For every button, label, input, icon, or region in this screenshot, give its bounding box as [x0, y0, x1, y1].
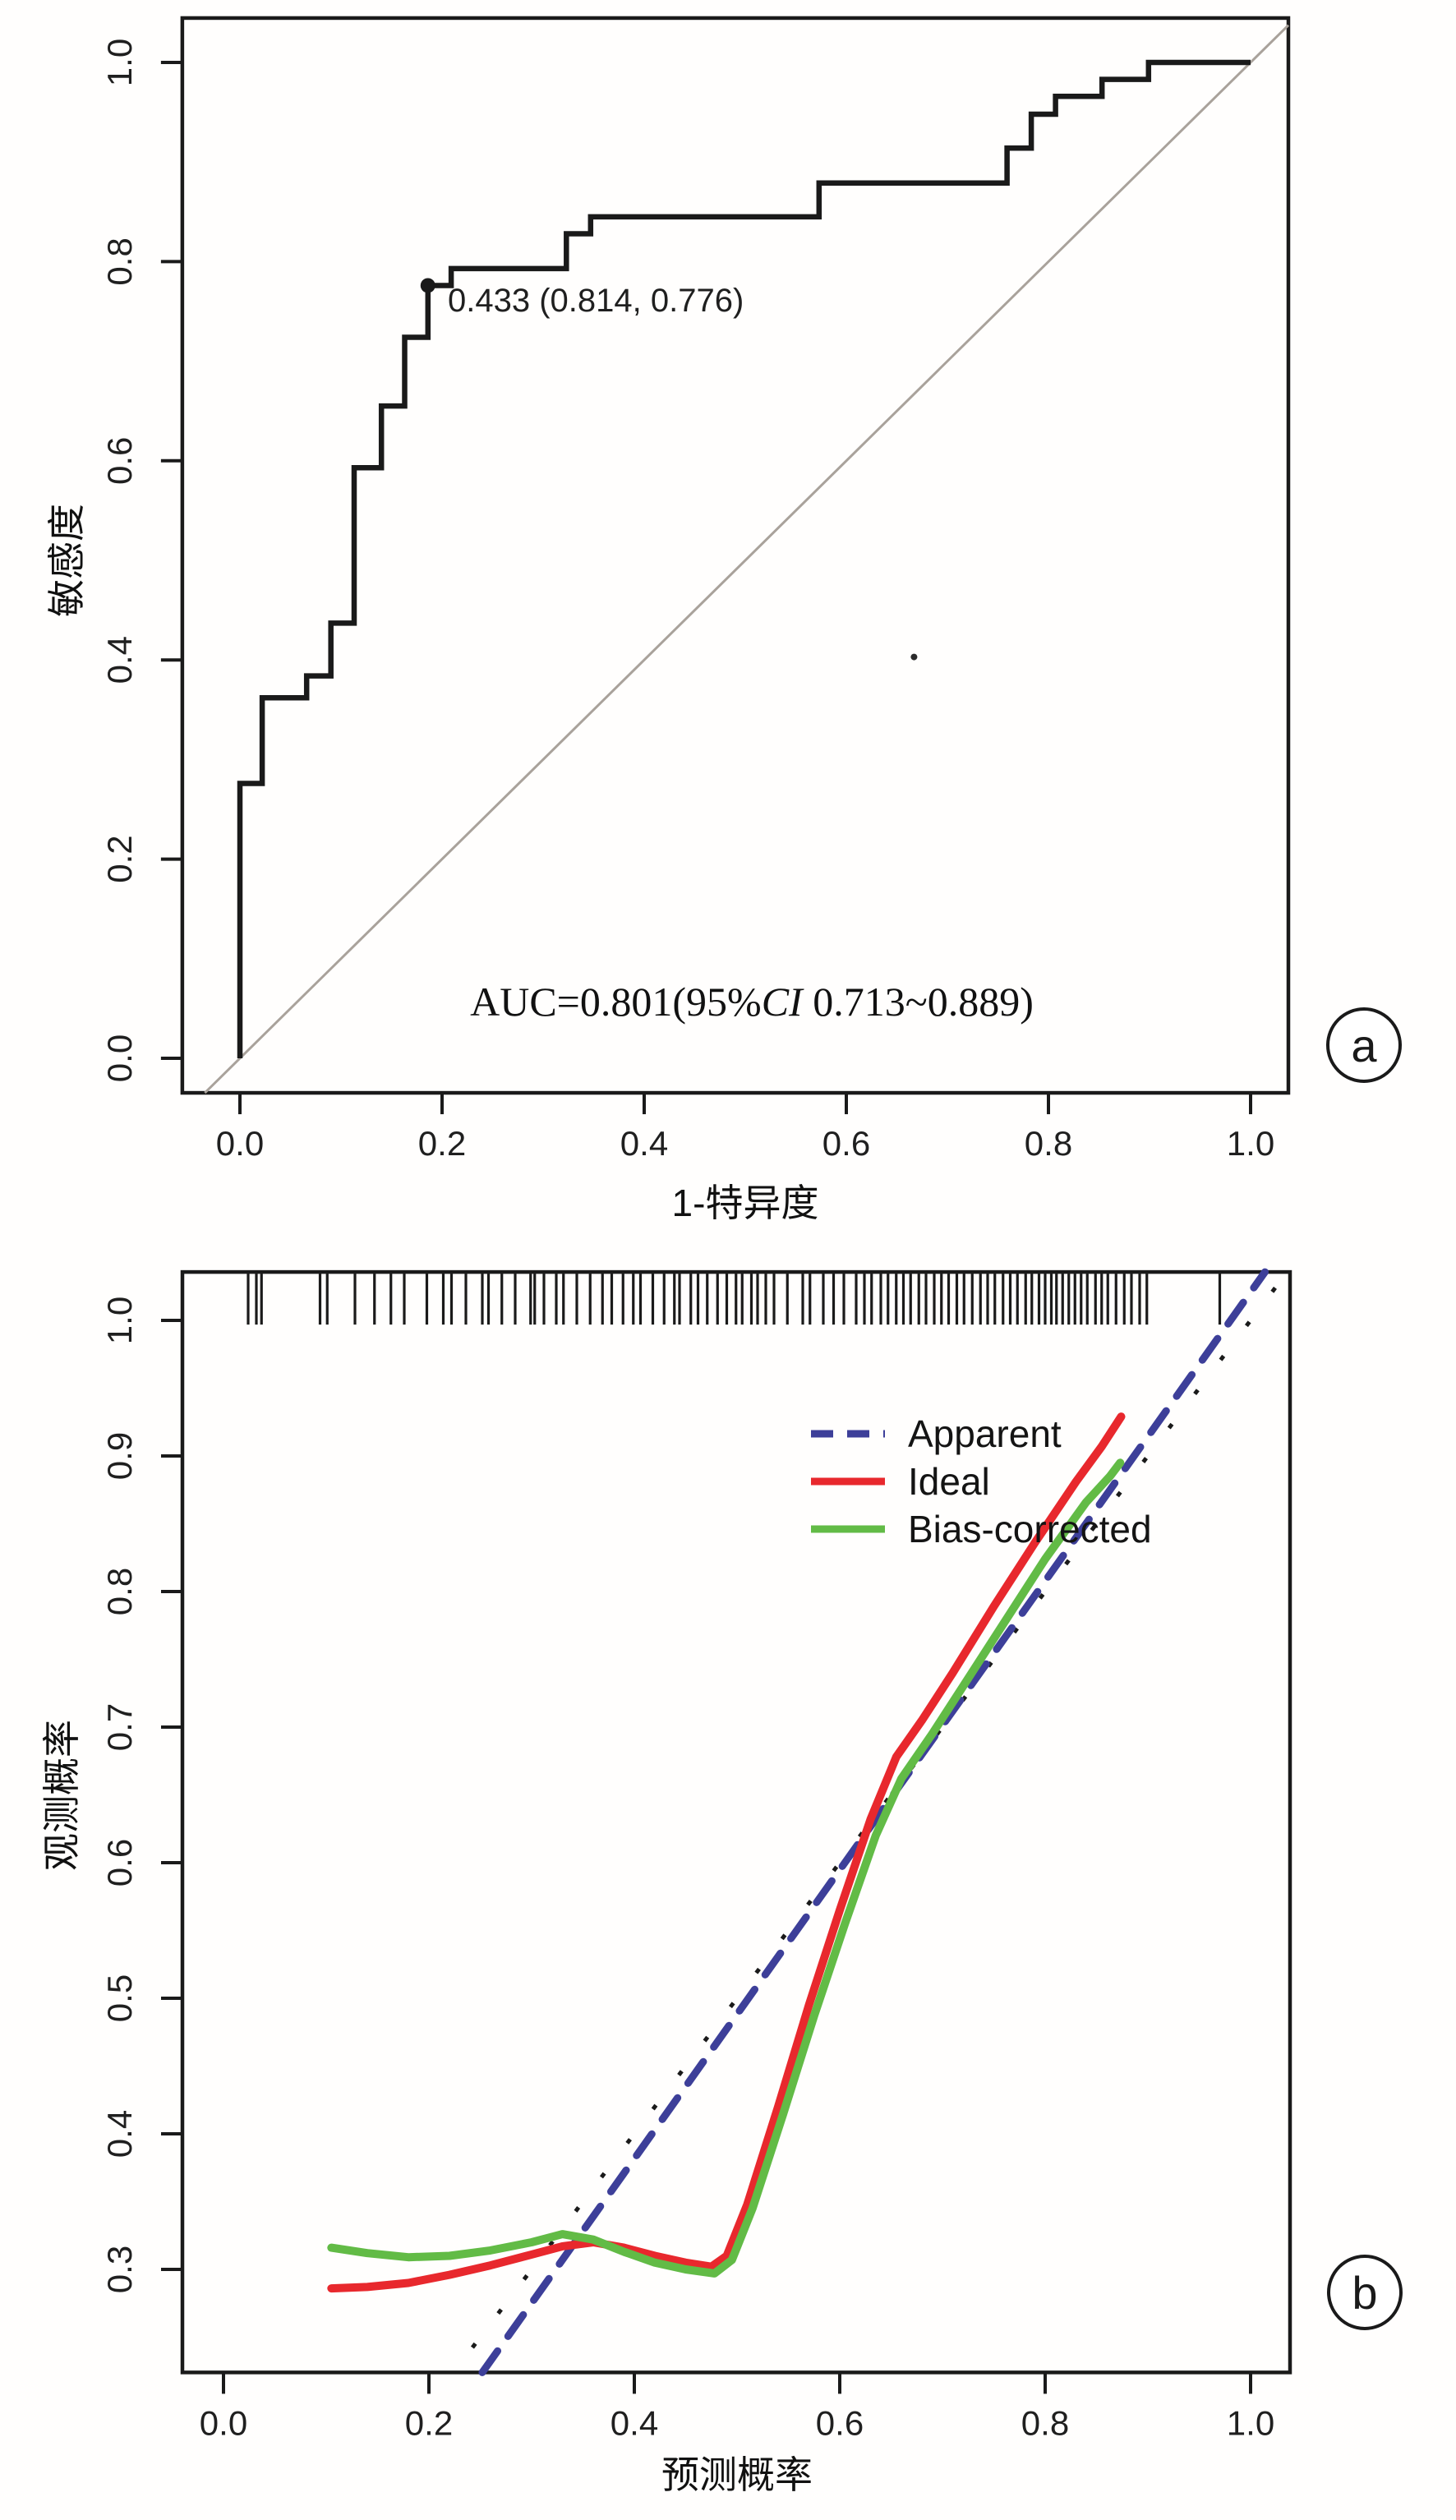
panel-a-y-tick-label: 1.0 — [100, 39, 139, 86]
legend-line-sample — [811, 1477, 885, 1486]
auc-suffix: 0.713~0.889) — [802, 979, 1034, 1025]
panel-a-y-tick-label: 0.0 — [100, 1034, 139, 1082]
panel-a-tag: a — [1326, 1007, 1402, 1083]
panel-a-frame — [180, 16, 1291, 1095]
panel-b-frame — [180, 1269, 1292, 2375]
panel-b-x-tick-label: 0.4 — [611, 2403, 658, 2442]
panel-a-xlabel: 1-特异度 — [671, 1182, 819, 1224]
auc-prefix: AUC=0.801(95% — [470, 979, 762, 1025]
panel-b-y-tick-label: 1.0 — [100, 1297, 139, 1344]
panel-b-y-tick-label: 0.9 — [100, 1432, 139, 1480]
legend: Apparent Ideal Bias-corrected — [809, 1410, 1152, 1553]
panel-a-ylabel: 敏感度 — [45, 504, 88, 617]
legend-label: Bias-corrected — [908, 1508, 1152, 1550]
panel-a-x-tick-label: 0.2 — [418, 1124, 466, 1163]
legend-row-ideal: Ideal — [809, 1458, 1152, 1505]
panel-b-y-tick-label: 0.3 — [100, 2246, 139, 2293]
roc-cutoff-dot — [420, 278, 435, 293]
panel-a-x-tick-label: 1.0 — [1227, 1124, 1274, 1163]
panel-b-y-tick-label: 0.6 — [100, 1839, 139, 1887]
panel-a-y-tick-label: 0.4 — [100, 636, 139, 684]
roc-cutoff-annotation: 0.433 (0.814, 0.776) — [448, 283, 744, 319]
panel-a-x-tick-label: 0.0 — [216, 1124, 264, 1163]
legend-line-sample — [811, 1525, 885, 1533]
panel-b-y-tick-label: 0.7 — [100, 1703, 139, 1751]
panel-b-y-tick-label: 0.5 — [100, 1974, 139, 2022]
panel-a-y-tick-label: 0.8 — [100, 237, 139, 285]
roc-curve — [237, 59, 1251, 1058]
reference-diagonal — [204, 24, 1290, 1094]
panel-a-y-tick-label: 0.6 — [100, 437, 139, 485]
panel-b-ylabel: 观测概率 — [40, 1720, 83, 1871]
panel-b-xlabel: 预测概率 — [661, 2453, 813, 2496]
legend-line-sample — [811, 1430, 885, 1438]
series-line-ideal — [327, 1412, 1126, 2293]
panel-b-x-tick-label: 0.0 — [200, 2403, 247, 2442]
legend-label: Apparent — [908, 1412, 1062, 1455]
panel-a-x-tick-label: 0.8 — [1025, 1124, 1072, 1163]
panel-a-x-tick-label: 0.6 — [822, 1124, 870, 1163]
panel-a-y-tick-label: 0.2 — [100, 835, 139, 882]
series-line-bias-corrected — [327, 1458, 1125, 2278]
auc-ci: CI — [761, 979, 803, 1025]
panel-b-y-tick-label: 0.4 — [100, 2110, 139, 2158]
auc-annotation: AUC=0.801(95%CI 0.713~0.889) — [470, 978, 1034, 1025]
legend-row-apparent: Apparent — [809, 1410, 1152, 1458]
stray-mark — [910, 653, 918, 661]
panel-b-x-tick-label: 0.8 — [1021, 2403, 1069, 2442]
legend-label: Ideal — [908, 1460, 990, 1503]
panel-b-x-tick-label: 0.2 — [405, 2403, 453, 2442]
panel-a-x-tick-label: 0.4 — [620, 1124, 668, 1163]
legend-row-bias-corrected: Bias-corrected — [809, 1505, 1152, 1553]
panel-b-x-tick-label: 1.0 — [1227, 2403, 1274, 2442]
panel-b-y-tick-label: 0.8 — [100, 1568, 139, 1615]
panel-b-tag: b — [1327, 2255, 1403, 2330]
panel-b-x-tick-label: 0.6 — [816, 2403, 864, 2442]
